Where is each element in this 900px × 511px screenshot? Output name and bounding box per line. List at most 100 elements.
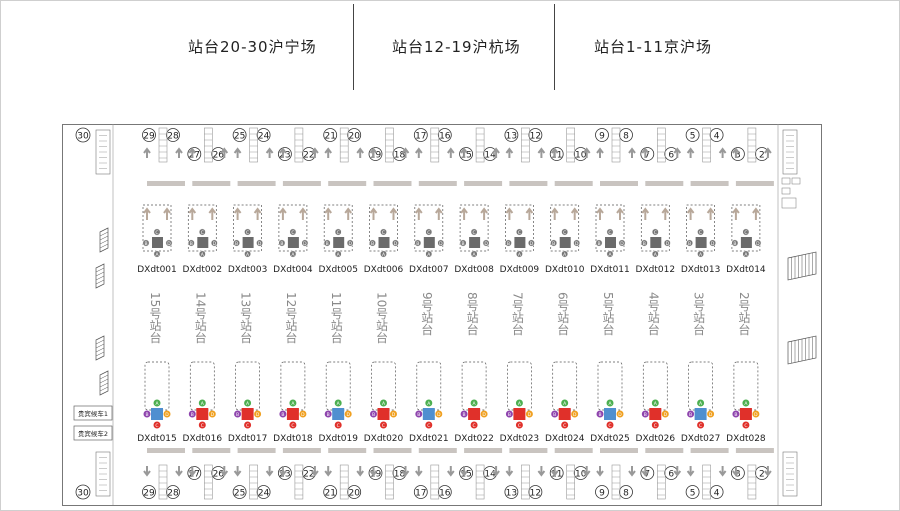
lower-device-box — [286, 408, 299, 420]
up-arrow-icon — [673, 147, 682, 158]
down-arrow-icon — [764, 466, 772, 477]
bottom-platform-number: 4 — [714, 489, 720, 499]
top-bar — [237, 181, 276, 186]
upper-device-port — [561, 228, 569, 236]
lower-device-port-a-label: A — [563, 401, 567, 407]
stair-box — [339, 127, 349, 163]
lower-device-area — [144, 361, 170, 411]
lower-device-port-a — [561, 399, 569, 407]
zone-label-jinghu: 站台1-11京沪场 — [594, 38, 713, 56]
upper-device-port — [289, 228, 297, 236]
up-arrow-icon — [324, 147, 332, 158]
down-arrow-icon — [460, 466, 468, 477]
top-bar — [509, 181, 548, 186]
top-platform-number-ring — [413, 128, 428, 142]
lower-device-port-c — [425, 421, 433, 429]
upper-device-label: DXdt007 — [409, 265, 449, 275]
upper-device-port — [244, 228, 252, 236]
bottom-platform-number-ring — [323, 485, 338, 499]
bottom-platform-number-ring — [413, 485, 428, 499]
lower-device-area — [235, 361, 260, 411]
lower-device-port-d-label: D — [664, 412, 668, 418]
zone-separator-1 — [353, 4, 354, 90]
lower-device-area — [416, 361, 442, 411]
lower-device-port-b-label: B — [417, 412, 420, 418]
zone-separator-2 — [554, 4, 555, 90]
stair-box — [475, 464, 485, 500]
upper-device-arrow-icon — [208, 207, 217, 220]
top-platform-number: 2 — [759, 151, 765, 161]
lower-device-port-a — [470, 399, 478, 407]
upper-device-port — [153, 250, 161, 258]
lower-device-port-d — [616, 410, 624, 418]
bottom-platform-number-ring — [347, 485, 362, 499]
lower-device-port-d-label: D — [709, 412, 713, 418]
upper-device-port — [233, 239, 241, 247]
side-stair-box — [782, 451, 798, 497]
lower-device-box — [196, 408, 209, 420]
lower-device-port-c — [289, 421, 297, 429]
bottom-bar — [690, 448, 729, 453]
upper-device-box — [378, 237, 390, 248]
upper-device-port — [153, 228, 161, 236]
lower-device-port-a-label: A — [201, 401, 205, 407]
left-escalator-icon — [99, 370, 109, 396]
lower-device-label: DXdt019 — [318, 434, 358, 444]
bottom-platform-number: 17 — [415, 489, 426, 499]
platform-name: 3号站台 — [692, 292, 706, 336]
upper-device-arrow-icon — [435, 207, 443, 220]
down-arrow-icon — [492, 466, 500, 477]
upper-device-port-label: B — [235, 241, 238, 247]
upper-device-arrow-icon — [253, 207, 262, 220]
upper-device-arrow-icon — [415, 207, 423, 220]
upper-device-port-label: B — [597, 241, 600, 247]
upper-device-port — [380, 250, 387, 258]
lower-device-label: DXdt027 — [681, 434, 721, 444]
upper-device-arrow-icon — [460, 207, 468, 220]
top-bar — [735, 181, 774, 186]
top-platform-number: 7 — [644, 151, 650, 161]
lower-device-label: DXdt017 — [228, 434, 268, 444]
lower-device-port-a-label: A — [382, 401, 386, 407]
up-arrow-icon — [311, 147, 319, 158]
left-escalator-step — [99, 235, 109, 241]
side-stair-box — [782, 129, 798, 175]
bottom-bar — [464, 448, 503, 453]
top-platform-number: 25 — [234, 132, 245, 142]
lower-device-port-b-label: B — [463, 412, 466, 418]
lower-device-port-c — [198, 421, 206, 429]
bottom-bar — [645, 448, 684, 453]
upper-device-port-label: A — [201, 252, 205, 258]
top-platform-number-ring — [528, 128, 543, 142]
lower-device-port-a-label: A — [699, 401, 703, 407]
upper-device-label: DXdt003 — [228, 265, 268, 275]
upper-device-port-label: C — [518, 230, 521, 236]
upper-device-label: DXdt010 — [545, 265, 585, 275]
lower-device-port-b-label: B — [598, 412, 601, 418]
upper-device-port-label: A — [427, 252, 431, 258]
upper-device-port — [561, 250, 569, 258]
bottom-platform-number-ring — [166, 485, 180, 499]
upper-device-box — [152, 237, 163, 248]
lower-device-label: DXdt018 — [273, 434, 313, 444]
up-arrow-icon — [188, 147, 197, 158]
upper-device-label: DXdt013 — [681, 265, 721, 275]
upper-device-port — [697, 250, 705, 258]
upper-device-box — [423, 237, 435, 248]
lower-device-port-c-label: C — [382, 423, 385, 429]
top-bar — [282, 181, 321, 186]
upper-device-port — [686, 239, 694, 247]
left-escalator-icon — [95, 263, 105, 289]
lower-device-port-c-label: C — [246, 423, 249, 429]
upper-device-port — [256, 239, 264, 247]
top-bar — [192, 181, 231, 186]
stair-box — [747, 464, 757, 500]
stair-box — [294, 127, 304, 163]
upper-device-port-label: D — [394, 241, 398, 247]
upper-device-box — [287, 237, 299, 248]
lower-device-port-c — [153, 421, 161, 429]
lower-device-port-c-label: C — [473, 423, 476, 429]
lower-device-port-c — [561, 421, 569, 429]
stair-box — [385, 127, 394, 163]
top-platform-number-ring — [709, 128, 724, 142]
